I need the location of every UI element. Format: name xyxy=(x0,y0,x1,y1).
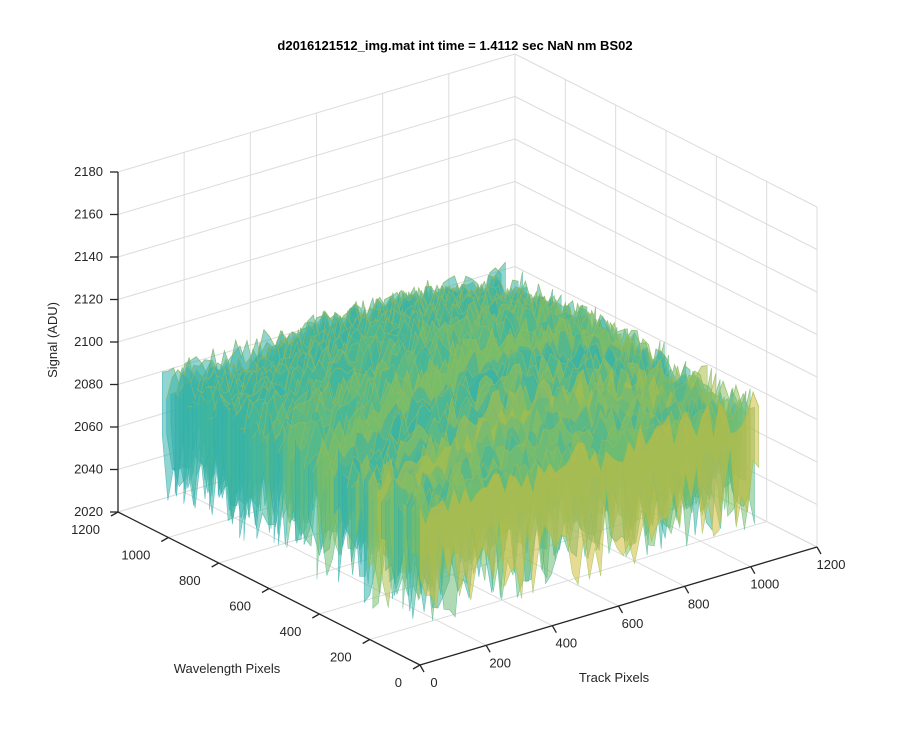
z-tick-label: 2180 xyxy=(74,164,103,179)
z-tick-label: 2120 xyxy=(74,292,103,307)
y-tick xyxy=(312,613,320,619)
surface-top-edge xyxy=(342,340,682,480)
surface-top-edge xyxy=(419,390,760,528)
x-tick-label: 1000 xyxy=(750,577,779,592)
side-wall-grid-line xyxy=(514,266,818,420)
z-tick-label: 2060 xyxy=(74,419,103,434)
side-wall-grid-line xyxy=(514,181,818,335)
y-tick-label: 600 xyxy=(229,599,251,614)
y-tick xyxy=(362,638,370,645)
y-tick xyxy=(161,536,169,543)
x-tick xyxy=(816,546,822,555)
x-tick-label: 600 xyxy=(622,616,644,631)
chart-title: d2016121512_img.mat int time = 1.4112 se… xyxy=(277,38,632,53)
side-wall-grid-line xyxy=(514,138,818,293)
side-wall-grid-line xyxy=(514,96,818,250)
y-tick-label: 200 xyxy=(330,650,352,665)
side-wall-grid-line xyxy=(514,223,818,378)
x-tick xyxy=(617,605,624,614)
y-tick xyxy=(110,511,119,517)
x-tick xyxy=(551,625,557,633)
x-tick-label: 800 xyxy=(688,596,710,611)
x-tick xyxy=(419,664,425,673)
back-wall-grid-line xyxy=(117,223,516,343)
y-tick-label: 400 xyxy=(280,624,302,639)
z-tick-label: 2080 xyxy=(74,377,103,392)
x-tick xyxy=(750,566,756,574)
tick-labels: 0 200 400 600 800 1000 1200 0 200 400 600 800 1000 12… xyxy=(71,164,845,690)
x-tick xyxy=(684,586,690,594)
z-axis-label: Signal (ADU) xyxy=(45,302,60,378)
x-tick-label: 1200 xyxy=(817,557,846,572)
z-tick-label: 2040 xyxy=(74,462,103,477)
y-axis-label: Wavelength Pixels xyxy=(174,661,281,676)
x-axis-label: Track Pixels xyxy=(579,670,650,685)
floor-grid-line xyxy=(369,521,767,640)
back-wall-grid-line xyxy=(117,96,516,215)
z-tick-label: 2020 xyxy=(74,504,103,519)
x-tick xyxy=(485,645,491,653)
y-tick-label: 800 xyxy=(179,573,201,588)
back-wall-grid-line xyxy=(117,138,516,258)
z-tick-label: 2100 xyxy=(74,334,103,349)
x-tick-label: 400 xyxy=(555,636,577,651)
axes xyxy=(110,171,822,673)
y-tick xyxy=(211,562,219,568)
side-wall-grid-line xyxy=(514,53,818,208)
surface xyxy=(162,261,760,621)
back-wall-grid-line xyxy=(117,181,516,300)
z-tick-label: 2160 xyxy=(74,207,103,222)
back-wall-grid-line xyxy=(117,53,516,173)
y-tick-label: 1200 xyxy=(71,522,100,537)
y-tick-label: 0 xyxy=(395,675,402,690)
x-tick-label: 0 xyxy=(430,675,437,690)
y-tick-label: 1000 xyxy=(121,548,150,563)
y-tick xyxy=(412,664,421,670)
y-tick xyxy=(261,587,270,594)
x-tick-label: 200 xyxy=(489,655,511,670)
z-tick-label: 2140 xyxy=(74,249,103,264)
